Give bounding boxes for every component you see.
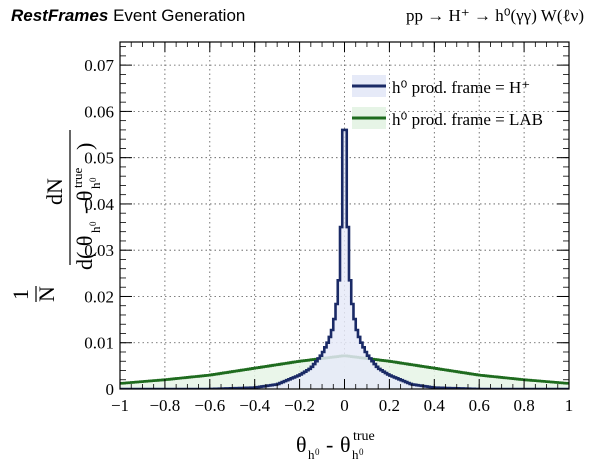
svg-text:h: h — [88, 182, 103, 189]
subtitle-label: Event Generation — [113, 6, 246, 25]
svg-text:0: 0 — [315, 447, 320, 457]
legend-label-1: h⁰ prod. frame = LAB — [392, 110, 543, 129]
svg-text:-: - — [326, 432, 333, 457]
process-label: pp → H⁺ → h⁰(γγ) W(ℓν) — [405, 6, 584, 25]
x-axis: −1 −0.8 −0.6 −0.4 −0.2 0 0.2 0.4 0.6 0.8 1 — [111, 42, 573, 415]
svg-text:d( θ: d( θ — [72, 236, 97, 270]
x-tick-label: 0.8 — [513, 396, 534, 415]
y-axis-label: 1 N dN d( θ h 0 - θ h 0 true ) — [8, 130, 103, 302]
svg-text:θ: θ — [340, 432, 351, 457]
legend: h⁰ prod. frame = H⁺ h⁰ prod. frame = LAB — [352, 75, 543, 129]
x-tick-label: 0.2 — [379, 396, 400, 415]
x-tick-label: −0.8 — [149, 396, 180, 415]
svg-text:h: h — [88, 226, 103, 233]
y-tick-label: 0.03 — [84, 241, 114, 260]
brand-label: RestFrames — [11, 6, 109, 25]
svg-text:true: true — [70, 168, 85, 188]
y-tick-label: 0.01 — [84, 334, 114, 353]
svg-text:true: true — [353, 429, 375, 444]
legend-label-0: h⁰ prod. frame = H⁺ — [392, 78, 530, 97]
y-tick-label: 0.02 — [84, 287, 114, 306]
y-tick-label: 0.05 — [84, 149, 114, 168]
series-fill-0 — [120, 129, 569, 389]
y-tick-label: 0.04 — [84, 195, 114, 214]
x-tick-label: −1 — [111, 396, 129, 415]
svg-text:0: 0 — [88, 221, 98, 226]
svg-text:1: 1 — [8, 289, 33, 300]
x-tick-label: 1 — [565, 396, 574, 415]
header-left: RestFrames Event Generation — [11, 6, 245, 26]
x-tick-label: −0.6 — [194, 396, 225, 415]
svg-text:0: 0 — [88, 177, 98, 182]
x-tick-label: −0.2 — [284, 396, 315, 415]
y-tick-label: 0 — [106, 380, 115, 399]
x-axis-label: θ h 0 - θ h 0 true — [296, 429, 375, 462]
svg-text:): ) — [72, 143, 97, 150]
y-tick-label: 0.06 — [84, 102, 114, 121]
svg-text:dN: dN — [42, 178, 67, 205]
svg-text:θ: θ — [296, 432, 307, 457]
grid — [120, 42, 569, 389]
svg-text:0: 0 — [359, 447, 364, 457]
svg-text:N: N — [34, 286, 59, 302]
y-tick-label: 0.07 — [84, 56, 114, 75]
x-tick-label: 0 — [340, 396, 349, 415]
svg-text:- θ: - θ — [72, 191, 97, 214]
x-tick-label: −0.4 — [239, 396, 270, 415]
x-tick-label: 0.6 — [469, 396, 490, 415]
y-axis: 0 0.01 0.02 0.03 0.04 0.05 0.06 0.07 — [84, 46, 569, 399]
svg-text:h: h — [352, 447, 359, 462]
x-tick-label: 0.4 — [424, 396, 446, 415]
svg-text:h: h — [308, 447, 315, 462]
